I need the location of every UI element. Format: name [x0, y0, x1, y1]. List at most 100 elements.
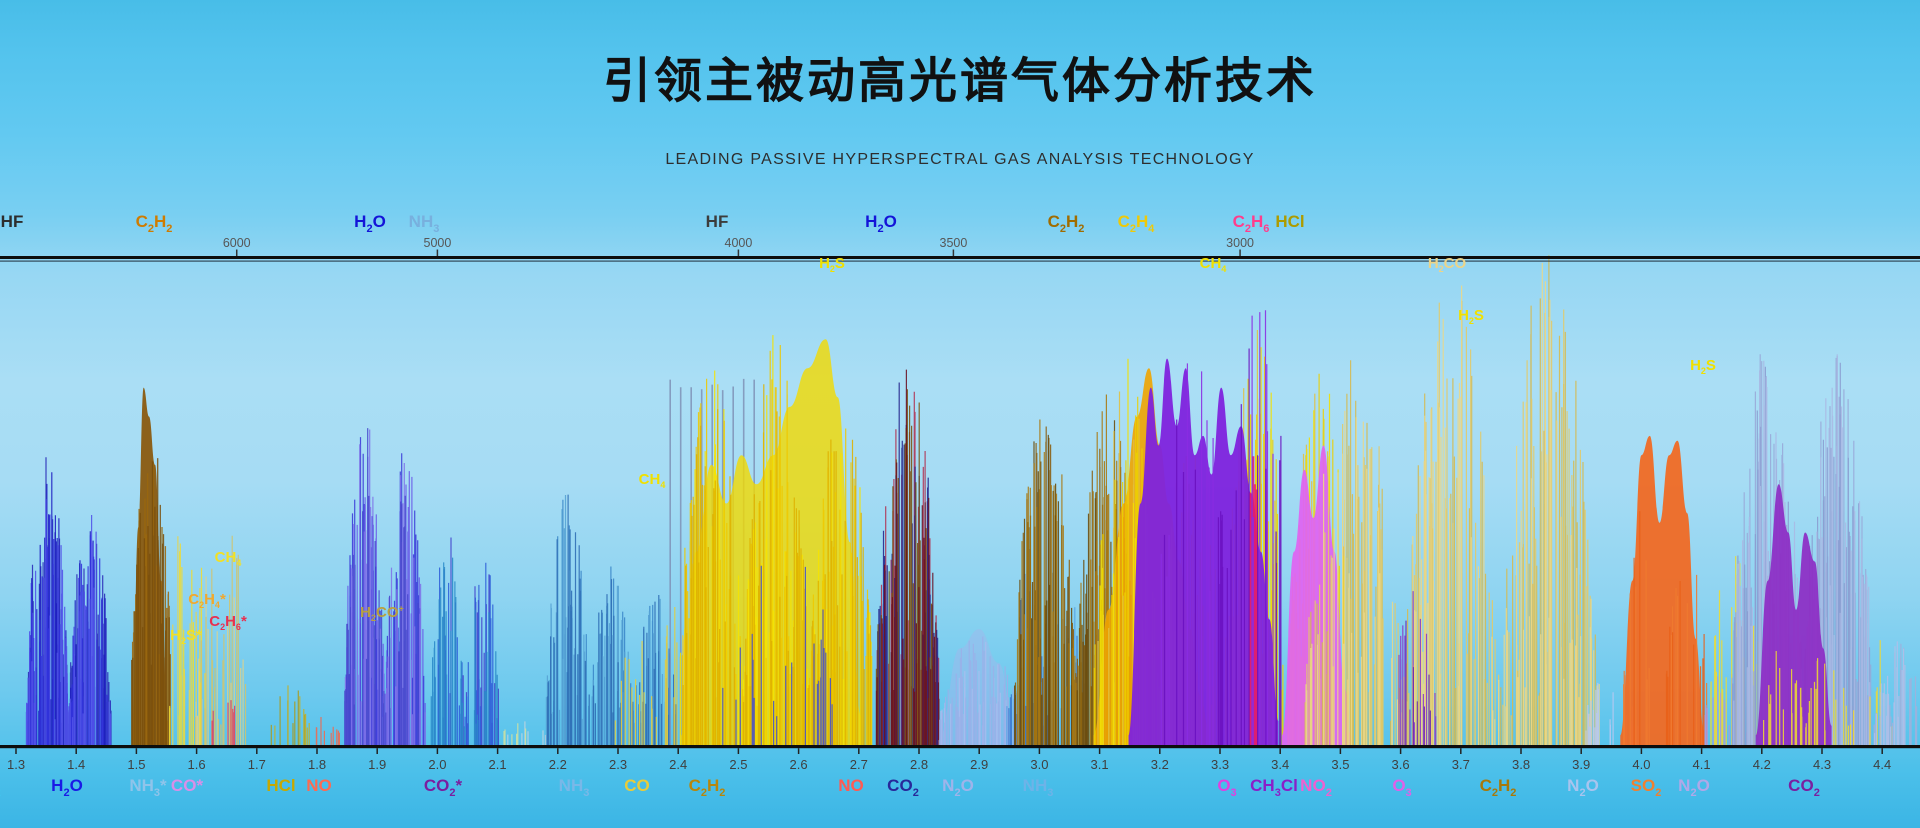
- wavelength-tick-label: 3.0: [1030, 757, 1048, 772]
- inband-molecule-label: H2CO: [1428, 255, 1467, 274]
- spectral-band-tail-4p4: [1873, 641, 1918, 745]
- bottom-molecule-label: CO2: [1788, 776, 1820, 799]
- top-molecule-label: C2H2: [136, 212, 173, 235]
- wavelength-tick-label: 2.5: [729, 757, 747, 772]
- bottom-molecule-label: NH3: [1023, 776, 1054, 799]
- wavelength-tick-label: 2.1: [489, 757, 507, 772]
- bottom-molecule-label: CO2: [887, 776, 919, 799]
- top-molecule-label: C2H4: [1118, 212, 1156, 235]
- bottom-molecule-label: NH3: [559, 776, 590, 799]
- wavelength-tick-label: 3.8: [1512, 757, 1530, 772]
- bottom-molecule-label: C2H2: [1480, 776, 1517, 799]
- wavelength-tick-label: 1.6: [188, 757, 206, 772]
- wavelength-tick-label: 4.3: [1813, 757, 1831, 772]
- band-lines: [344, 428, 419, 745]
- spectral-band-dark-2p77: [875, 369, 940, 745]
- inband-molecule-label: H2CO+: [360, 603, 404, 623]
- inband-molecule-label: H2S: [1690, 357, 1716, 376]
- wavenumber-tick-label: 4000: [724, 236, 752, 250]
- inband-molecule-label: CH4: [1200, 255, 1227, 274]
- spectral-band-purple-spikes: [1160, 310, 1282, 745]
- wavelength-tick-label: 2.8: [910, 757, 928, 772]
- wavelength-tick-label: 2.7: [850, 757, 868, 772]
- wavelength-tick-label: 2.6: [790, 757, 808, 772]
- spectral-band-khaki-1p63: [194, 535, 247, 745]
- top-molecule-label: H2O: [354, 212, 386, 235]
- spectral-band-co2-2p03: [430, 537, 499, 745]
- bottom-molecule-label: N2O: [1678, 776, 1710, 799]
- spectral-band-c2h2-1p52-lines: [131, 458, 171, 745]
- wavelength-tick-label: 4.1: [1693, 757, 1711, 772]
- band-lines: [131, 458, 170, 745]
- band-lines: [507, 721, 546, 745]
- bottom-molecule-label: N2O: [942, 776, 974, 799]
- band-lines: [1249, 456, 1258, 745]
- bottom-axis-line: [0, 745, 1920, 749]
- wavelength-tick-label: 3.2: [1151, 757, 1169, 772]
- banner-header: 引领主被动高光谱气体分析技术 LEADING PASSIVE HYPERSPEC…: [0, 0, 1920, 168]
- spectral-band-crimson-3p36: [1249, 456, 1258, 745]
- inband-molecule-label: C2H4*: [188, 591, 226, 610]
- top-molecule-label: HF: [706, 212, 729, 231]
- band-lines: [1874, 641, 1906, 745]
- wavelength-tick-label: 4.2: [1753, 757, 1771, 772]
- wavelength-tick-label: 1.4: [67, 757, 85, 772]
- spectral-band-h2o-1p35: [25, 457, 112, 745]
- spectral-band-hcl-1p75: [270, 685, 310, 745]
- spectral-band-yellow-4p3: [1763, 640, 1893, 745]
- top-molecule-label: NH3: [409, 212, 440, 235]
- bottom-molecule-label: N2O: [1567, 776, 1599, 799]
- top-molecule-label: C2H2: [1048, 212, 1085, 235]
- wavelength-tick-label: 1.5: [127, 757, 145, 772]
- band-lines: [722, 565, 833, 745]
- bottom-molecule-label: NO2: [1300, 776, 1332, 799]
- wavelength-tick-label: 2.0: [428, 757, 446, 772]
- top-molecule-label: C2H6: [1233, 212, 1270, 235]
- spectral-band-so2-blob: [1620, 435, 1704, 745]
- axes: [0, 249, 1920, 754]
- band-lines: [1633, 511, 1705, 745]
- wavelength-tick-label: 3.5: [1331, 757, 1349, 772]
- inband-molecule-label: H2S: [819, 255, 845, 274]
- inband-molecule-label: H2S*: [170, 627, 202, 646]
- spectral-band-blue-in-yellow: [722, 565, 833, 745]
- spectral-band-c2h6-1p64: [211, 700, 236, 745]
- band-lines: [1305, 262, 1600, 745]
- band-lines: [274, 685, 310, 745]
- wavelength-tick-label: 3.4: [1271, 757, 1289, 772]
- wavelength-tick-label: 3.1: [1091, 757, 1109, 772]
- spectral-band-sparse-2p12: [503, 721, 546, 745]
- wavelength-tick-label: 3.7: [1452, 757, 1470, 772]
- wavenumber-tick-label: 5000: [423, 236, 451, 250]
- band-lines: [430, 557, 498, 745]
- wavelength-tick-label: 2.4: [669, 757, 687, 772]
- inband-molecule-label: C2H6*: [209, 613, 247, 632]
- band-lines: [25, 499, 112, 745]
- top-axis-line: [0, 256, 1920, 259]
- wavenumber-tick-label: 6000: [223, 236, 251, 250]
- bottom-molecule-label: SO2: [1631, 776, 1662, 799]
- top-molecule-label: H2O: [865, 212, 897, 235]
- band-lines: [194, 535, 247, 745]
- bottom-molecule-label: CH3Cl: [1250, 776, 1298, 799]
- wavelength-tick-label: 4.4: [1873, 757, 1891, 772]
- wavelength-tick-label: 2.2: [549, 757, 567, 772]
- wavelength-tick-label: 3.6: [1392, 757, 1410, 772]
- band-lines: [1163, 348, 1282, 745]
- band-shape: [1620, 435, 1704, 745]
- spectral-band-h2o-1p9: [344, 428, 426, 745]
- band-shape: [1755, 484, 1832, 745]
- inband-molecule-label: H2S: [1458, 307, 1484, 326]
- wavelength-tick-label: 1.8: [308, 757, 326, 772]
- page-subtitle: LEADING PASSIVE HYPERSPECTRAL GAS ANALYS…: [665, 151, 1255, 168]
- top-axis-thin-line: [0, 260, 1920, 262]
- bottom-molecule-label: NH3*: [129, 776, 167, 799]
- wavelength-tick-label: 3.3: [1211, 757, 1229, 772]
- wavelength-tick-label: 1.9: [368, 757, 386, 772]
- wavelength-tick-label: 2.3: [609, 757, 627, 772]
- bottom-molecule-label: O3: [1217, 776, 1236, 799]
- band-lines: [211, 700, 236, 745]
- spectral-band-no-1p81: [315, 717, 340, 745]
